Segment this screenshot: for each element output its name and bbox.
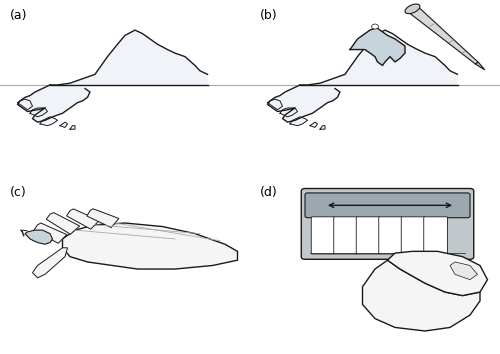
FancyBboxPatch shape [424,217,448,254]
Polygon shape [40,117,58,126]
Polygon shape [408,6,478,64]
Polygon shape [290,117,308,126]
Polygon shape [310,122,318,127]
Polygon shape [60,122,68,127]
Polygon shape [46,213,80,234]
Polygon shape [18,99,32,110]
FancyBboxPatch shape [311,217,335,254]
Polygon shape [388,251,488,296]
FancyBboxPatch shape [379,217,402,254]
FancyBboxPatch shape [334,217,357,254]
Polygon shape [300,30,458,85]
Polygon shape [62,223,238,269]
Polygon shape [350,28,405,65]
Polygon shape [268,99,282,110]
FancyBboxPatch shape [401,217,425,254]
Polygon shape [50,30,207,85]
Polygon shape [25,230,52,244]
Polygon shape [66,209,100,229]
Polygon shape [475,62,485,70]
Text: (a): (a) [10,9,28,22]
Polygon shape [30,108,48,117]
Polygon shape [450,262,477,280]
Polygon shape [371,24,379,29]
Text: (d): (d) [260,186,278,199]
Ellipse shape [405,4,420,14]
Polygon shape [18,85,90,122]
FancyBboxPatch shape [356,217,380,254]
Text: (c): (c) [10,186,27,199]
Polygon shape [34,223,67,243]
Polygon shape [87,209,119,228]
Polygon shape [70,126,75,129]
Polygon shape [268,85,340,122]
FancyBboxPatch shape [305,193,470,218]
Polygon shape [280,108,297,117]
Polygon shape [320,126,325,129]
Polygon shape [362,260,480,331]
Text: (b): (b) [260,9,278,22]
FancyBboxPatch shape [301,189,474,259]
Polygon shape [32,248,68,278]
